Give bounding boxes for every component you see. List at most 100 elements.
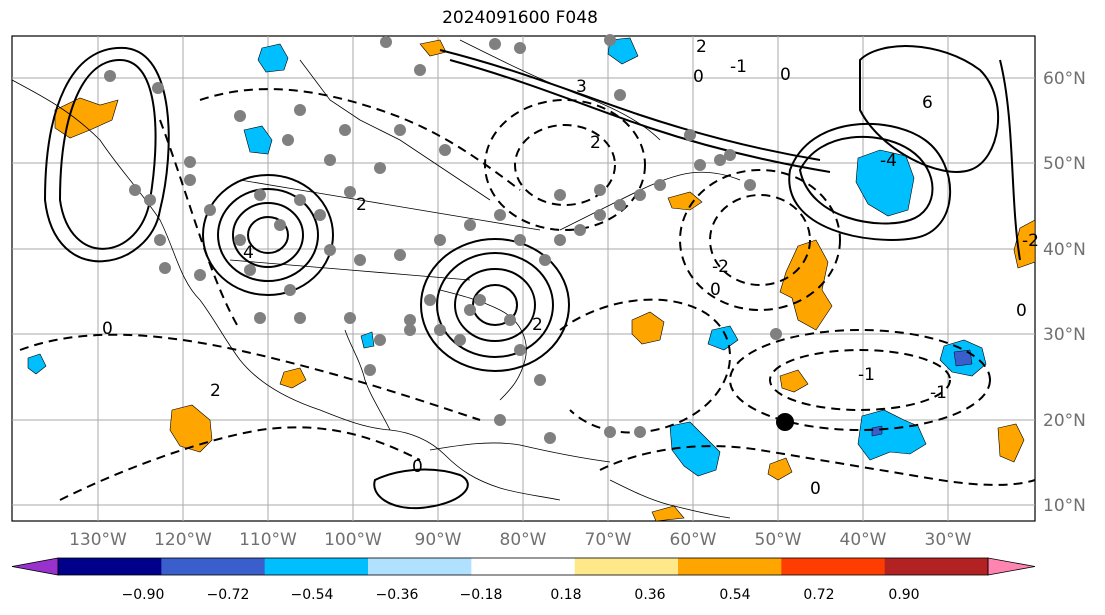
colorbar-tick-labels: −0.90 −0.72 −0.54 −0.36 −0.18 0.18 0.36 … — [122, 587, 920, 603]
colorbar-segment — [368, 558, 472, 575]
station-marker — [714, 154, 726, 166]
station-marker — [534, 374, 546, 386]
station-marker — [184, 156, 196, 168]
longitude-label: 40°W — [840, 530, 887, 550]
station-marker — [614, 199, 626, 211]
contour-label: 0 — [780, 65, 791, 85]
station-marker — [634, 426, 646, 438]
station-marker — [104, 70, 116, 82]
station-marker — [694, 159, 706, 171]
negative-anomaly — [27, 353, 47, 375]
colorbar-segment — [884, 558, 989, 575]
negative-anomaly — [360, 331, 375, 349]
station-marker — [344, 186, 356, 198]
station-marker — [129, 184, 141, 196]
station-marker — [574, 224, 586, 236]
coastlines — [11, 39, 741, 519]
contour-label: 2 — [696, 37, 707, 57]
positive-anomaly — [279, 367, 307, 389]
longitude-label: 50°W — [755, 530, 802, 550]
negative-anomaly — [607, 37, 639, 65]
contour-label: -4 — [880, 151, 897, 171]
colorbar-tick: 0.72 — [803, 587, 834, 603]
station-marker — [439, 144, 451, 156]
contour-label: 6 — [922, 93, 933, 113]
colorbar-tick: −0.54 — [291, 587, 334, 603]
contour-labels: 0 0 0 0 0 0 0 2 2 2 2 2 3 4 6 -1 -1 -1 -… — [102, 37, 1039, 499]
longitude-label: 90°W — [415, 530, 462, 550]
negative-anomaly — [953, 349, 973, 367]
map-title: 2024091600 F048 — [442, 8, 598, 28]
colorbar-segment — [161, 558, 266, 575]
station-marker — [414, 64, 426, 76]
negative-anomaly — [669, 421, 721, 477]
station-marker — [204, 204, 216, 216]
longitude-label: 120°W — [154, 530, 212, 550]
colorbar-tick: 0.90 — [888, 587, 919, 603]
station-marker — [464, 304, 476, 316]
latitude-label: 60°N — [1043, 69, 1086, 89]
station-marker — [344, 312, 356, 324]
station-marker — [494, 414, 506, 426]
positive-anomaly — [779, 239, 833, 331]
contour-label: 2 — [590, 133, 601, 153]
longitude-label: 100°W — [324, 530, 382, 550]
station-marker — [144, 194, 156, 206]
station-marker — [294, 312, 306, 324]
latitude-label: 30°N — [1043, 325, 1086, 345]
negative-anomaly — [857, 409, 927, 461]
map-panel: 0 0 0 0 0 0 0 2 2 2 2 2 3 4 6 -1 -1 -1 -… — [11, 34, 1039, 522]
contour-label: -1 — [730, 57, 747, 77]
contour-label: 3 — [576, 77, 587, 97]
station-marker — [380, 36, 392, 48]
station-marker — [514, 234, 526, 246]
station-marker — [434, 234, 446, 246]
station-marker — [374, 334, 386, 346]
station-marker — [394, 124, 406, 136]
negative-anomaly — [871, 425, 883, 437]
station-marker — [770, 328, 782, 340]
station-marker — [404, 314, 416, 326]
latitude-label: 20°N — [1043, 411, 1086, 431]
station-marker — [282, 134, 294, 146]
contour-label: -2 — [712, 257, 729, 277]
positive-anomaly — [767, 457, 793, 481]
station-marker — [254, 189, 266, 201]
station-marker — [339, 124, 351, 136]
positive-anomaly — [651, 505, 685, 522]
colorbar-tick: 0.18 — [550, 587, 581, 603]
station-marker — [604, 426, 616, 438]
negative-contours — [19, 88, 1036, 501]
station-marker — [294, 194, 306, 206]
latitude-axis-labels: 60°N 50°N 40°N 30°N 20°N 10°N — [1043, 69, 1086, 516]
colorbar-segment — [58, 558, 162, 575]
colorbar-tick: −0.90 — [122, 587, 165, 603]
station-marker — [434, 324, 446, 336]
positive-anomaly — [779, 369, 809, 393]
station-marker — [464, 219, 476, 231]
latitude-label: 50°N — [1043, 154, 1086, 174]
station-marker — [324, 154, 336, 166]
colorbar-segment — [574, 558, 679, 575]
station-marker — [354, 254, 366, 266]
contour-label: 0 — [710, 280, 721, 300]
contour-label: 2 — [210, 381, 221, 401]
station-marker — [184, 174, 196, 186]
latitude-label: 40°N — [1043, 240, 1086, 260]
station-marker — [152, 82, 164, 94]
station-marker — [154, 234, 166, 246]
contour-label: -2 — [1022, 231, 1039, 251]
contour-label: 0 — [810, 479, 821, 499]
station-markers — [104, 34, 782, 444]
colorbar-tick: −0.18 — [460, 587, 503, 603]
station-marker — [234, 234, 246, 246]
station-marker — [274, 219, 286, 231]
latitude-label: 10°N — [1043, 496, 1086, 516]
station-marker — [474, 294, 486, 306]
station-marker — [634, 189, 646, 201]
longitude-label: 60°W — [670, 530, 717, 550]
station-marker — [489, 38, 501, 50]
colorbar-tick: 0.54 — [719, 587, 750, 603]
colorbar — [11, 557, 1036, 576]
longitude-label: 110°W — [239, 530, 297, 550]
